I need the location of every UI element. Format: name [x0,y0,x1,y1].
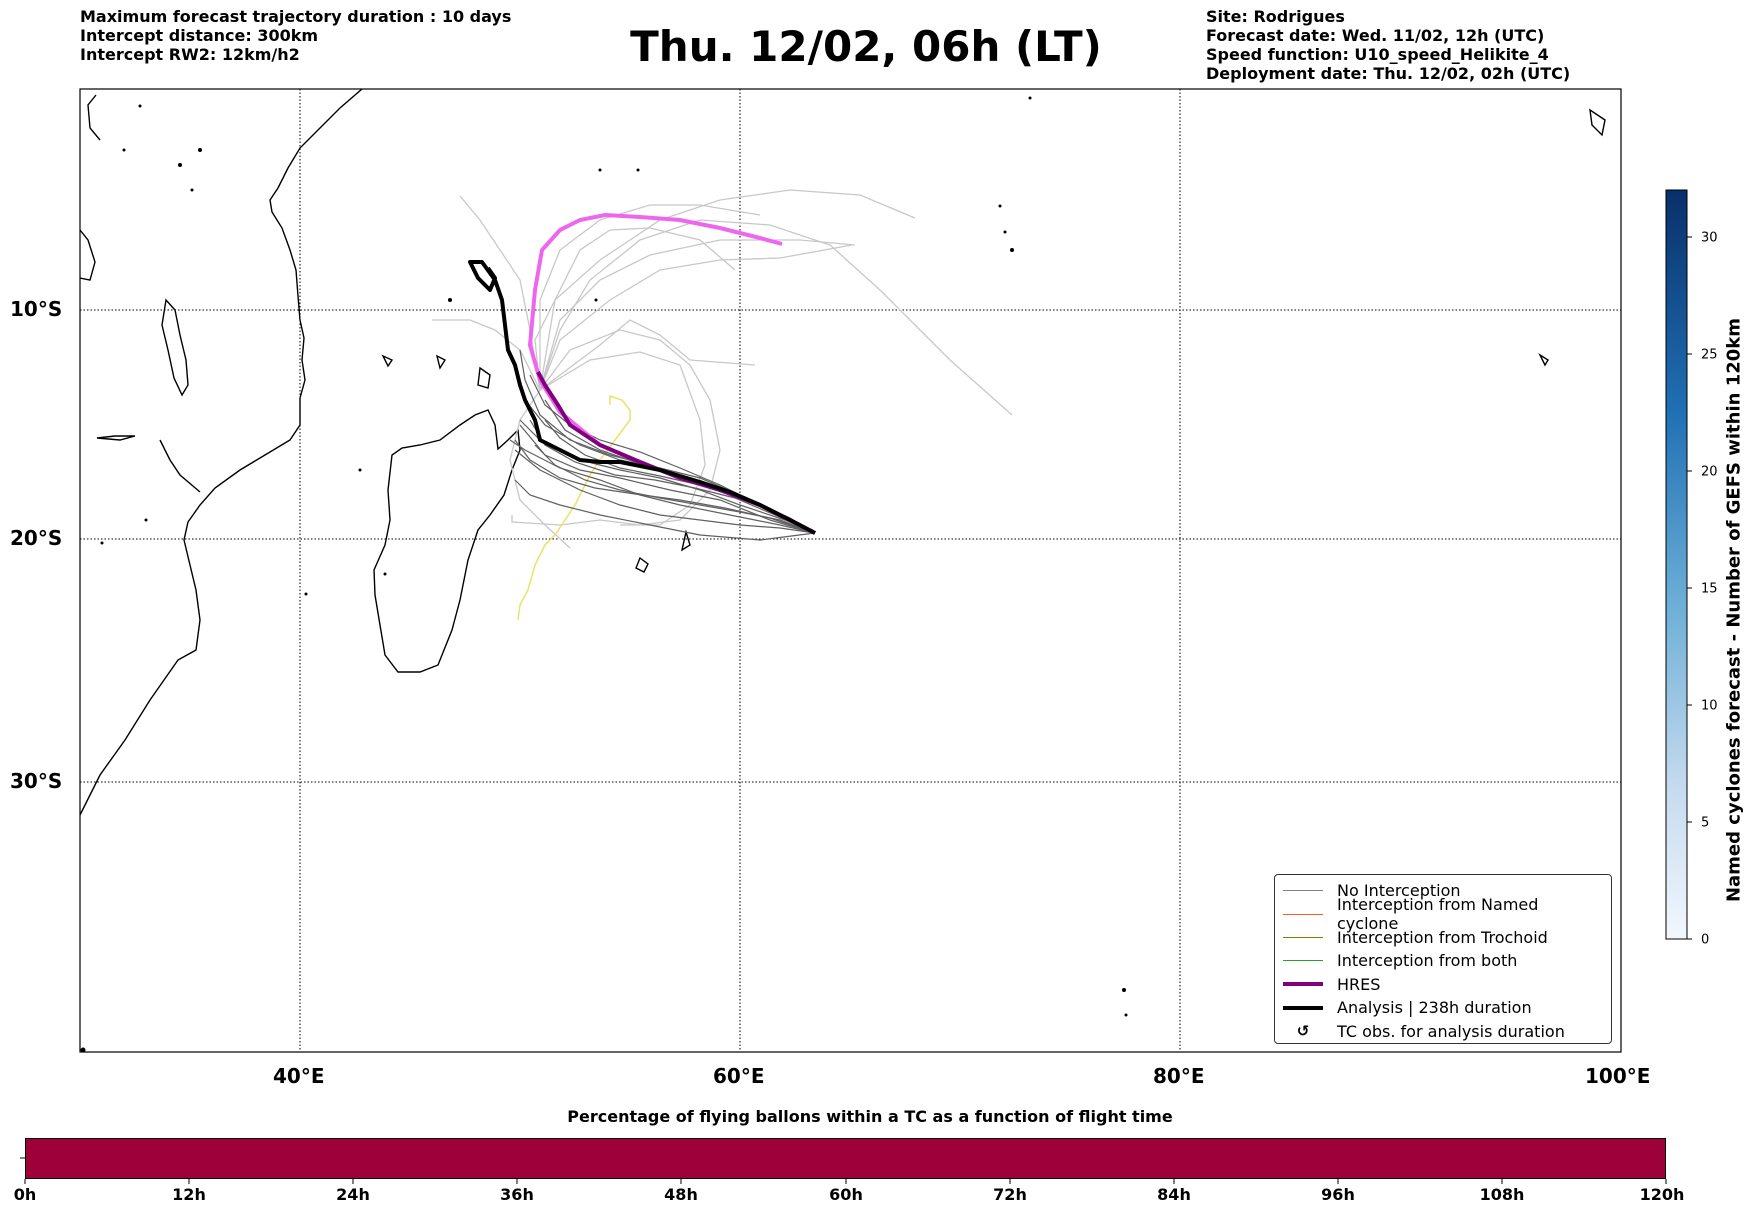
map-frame [79,88,1622,1053]
hbar-tick: 60h [829,1185,863,1204]
trochoid-track [517,394,631,621]
lat-label-30s: 30°S [10,769,63,793]
gridlines [80,89,1621,1052]
legend-item-tc-obs: ↺ TC obs. for analysis duration [1296,1021,1565,1041]
lon-label-100e: 100°E [1585,1064,1651,1088]
vbar-label: Named cyclones forecast - Number of GEFS… [1723,317,1745,903]
cyclone-icon: ↺ [1296,1022,1310,1041]
map-legend: No Interception Interception from Named … [1274,874,1612,1044]
flight-time-colorbar-title: Percentage of flying ballons within a TC… [567,1107,1173,1126]
hbar-tick: 84h [1157,1185,1191,1204]
cyclone-count-colorbar [1665,189,1688,940]
cyclone-count-colorbar-ticks [1687,236,1692,940]
deployment-date-text: Deployment date: Thu. 12/02, 02h (UTC) [1206,64,1571,83]
intercept-distance-text: Intercept distance: 300km [80,26,319,45]
vbar-tick: 0 [1701,932,1710,948]
forecast-date-text: Forecast date: Wed. 11/02, 12h (UTC) [1206,26,1545,45]
legend-item-no-interception: No Interception [1283,879,1603,902]
vbar-tick: 5 [1701,815,1710,831]
vbar-tick: 25 [1701,347,1718,363]
hbar-tick: 48h [664,1185,698,1204]
hbar-tick: 12h [172,1185,206,1204]
flight-time-colorbar-ticks [20,1157,1667,1184]
hbar-tick: 0h [13,1185,37,1204]
hres-forecast-track [527,212,816,535]
hbar-tick: 72h [993,1185,1027,1204]
hbar-tick: 108h [1479,1185,1525,1204]
speed-function-text: Speed function: U10_speed_Helikite_4 [1206,45,1549,64]
hbar-tick: 36h [500,1185,534,1204]
lat-label-20s: 20°S [10,526,63,550]
ensemble-tracks-light [432,189,1013,549]
intercept-rw2-text: Intercept RW2: 12km/h2 [80,45,300,64]
lon-label-60e: 60°E [713,1064,765,1088]
legend-item-analysis: Analysis | 238h duration [1283,996,1603,1019]
vbar-tick: 30 [1701,230,1718,246]
lat-label-10s: 10°S [10,297,63,321]
analysis-track [468,260,816,535]
header-right-info: Site: Rodrigues Forecast date: Wed. 11/0… [1206,7,1570,83]
lon-label-80e: 80°E [1153,1064,1205,1088]
coastlines [80,89,1606,816]
legend-item-hres: HRES [1283,973,1603,996]
hbar-tick: 96h [1321,1185,1355,1204]
vbar-tick: 20 [1701,464,1718,480]
header-left-info: Maximum forecast trajectory duration : 1… [80,7,511,64]
hres-observed-track [536,371,816,535]
legend-item-trochoid: Interception from Trochoid [1283,926,1603,949]
trajectory-duration-text: Maximum forecast trajectory duration : 1… [80,7,512,26]
legend-item-both: Interception from both [1283,949,1603,972]
hbar-tick: 120h [1639,1185,1685,1204]
vbar-tick: 10 [1701,698,1718,714]
vbar-tick: 15 [1701,581,1718,597]
site-text: Site: Rodrigues [1206,7,1345,26]
map-title: Thu. 12/02, 06h (LT) [630,22,1102,71]
lon-label-40e: 40°E [273,1064,325,1088]
legend-item-named-cyclone: Interception from Named cyclone [1283,895,1603,933]
small-islands [80,96,1128,1052]
hbar-tick: 24h [336,1185,370,1204]
flight-time-colorbar [25,1138,1666,1179]
